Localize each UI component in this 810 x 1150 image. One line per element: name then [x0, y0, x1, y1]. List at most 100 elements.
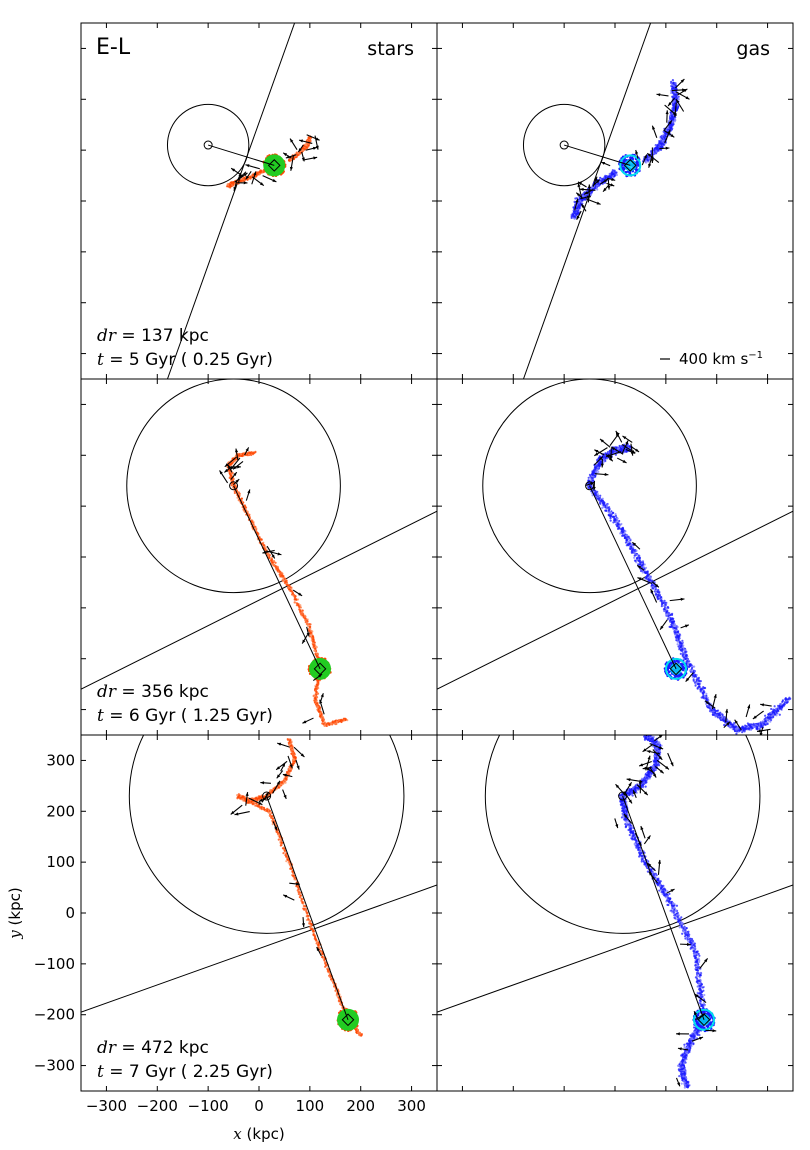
particle: [716, 709, 720, 712]
dr-annotation: dr = 356 kpc: [97, 682, 209, 702]
particle: [574, 197, 577, 200]
particle: [317, 687, 320, 690]
particle: [614, 453, 617, 456]
particle: [293, 598, 296, 601]
particle: [660, 603, 664, 606]
particle: [684, 651, 687, 654]
panel-content: [522, 23, 690, 379]
velocity-arrowhead: [670, 133, 675, 138]
velocity-arrowhead: [635, 150, 639, 154]
velocity-arrowhead: [672, 111, 677, 116]
particle: [641, 571, 644, 574]
particle: [700, 688, 703, 691]
particle: [262, 541, 265, 544]
particle: [667, 614, 670, 617]
velocity-arrowhead: [584, 191, 589, 195]
particle: [671, 117, 675, 121]
dr-prefix: dr =: [97, 326, 141, 346]
particle: [633, 549, 636, 552]
particle: [578, 199, 582, 202]
particle: [299, 606, 302, 609]
satellite-center-marker: [313, 662, 327, 676]
velocity-arrowhead: [611, 177, 616, 181]
particle: [571, 213, 574, 216]
particle: [595, 465, 598, 468]
particle: [276, 567, 280, 570]
velocity-arrowhead: [237, 465, 241, 469]
particle: [693, 665, 696, 668]
particle: [274, 561, 277, 564]
velocity-arrowhead: [579, 187, 584, 192]
particle: [590, 485, 593, 488]
velocity-arrowhead: [586, 195, 591, 199]
velocity-arrowhead: [604, 179, 608, 183]
particle: [670, 125, 673, 128]
host-center-marker: [229, 481, 239, 491]
velocity-arrowhead: [238, 172, 242, 177]
velocity-arrowhead: [245, 164, 250, 168]
orbit-line: [522, 23, 652, 379]
orbit-line: [166, 23, 296, 379]
particle: [666, 605, 670, 609]
host-virial-circle: [126, 379, 341, 594]
particle: [627, 543, 630, 546]
particle: [677, 640, 680, 643]
particle: [657, 591, 661, 594]
particle: [635, 561, 638, 564]
particle: [601, 177, 604, 180]
particle: [625, 534, 628, 537]
particle: [318, 712, 322, 715]
particle: [628, 542, 632, 545]
particle: [702, 696, 705, 699]
particle: [615, 173, 618, 177]
particle: [611, 511, 615, 515]
particle: [613, 174, 616, 177]
dr-value: 137 kpc: [141, 326, 209, 346]
star-particles: [226, 450, 349, 728]
particle: [611, 450, 614, 453]
particle: [629, 539, 632, 542]
particle: [314, 696, 317, 699]
velocity-arrowhead: [668, 120, 672, 125]
particle: [646, 570, 649, 573]
particle: [254, 528, 257, 531]
particle: [231, 182, 235, 185]
particle: [308, 635, 312, 638]
particle: [575, 207, 579, 210]
particle: [665, 601, 668, 604]
particle: [313, 701, 317, 704]
time-text: = 5 Gyr ( 0.25 Gyr): [104, 350, 273, 370]
velocity-arrowhead: [665, 110, 669, 115]
particle: [335, 720, 338, 724]
velocity-arrowhead: [245, 175, 250, 180]
time-annotation: t = 6 Gyr ( 1.25 Gyr): [97, 706, 273, 726]
velocity-arrowhead: [683, 88, 688, 93]
particle: [714, 709, 717, 713]
particle: [626, 540, 629, 543]
particle: [670, 116, 673, 119]
particle: [687, 663, 690, 667]
velocity-arrowhead: [610, 183, 615, 187]
particle: [278, 570, 281, 573]
particle: [676, 625, 679, 629]
particle: [646, 572, 649, 575]
satellite-center-marker: [623, 159, 637, 172]
velocity-arrowhead: [224, 463, 229, 467]
velocity-arrowhead: [594, 176, 598, 181]
particle: [311, 640, 314, 643]
particle: [703, 686, 707, 690]
particle: [344, 717, 347, 721]
particle: [666, 617, 670, 620]
velocity-arrowhead: [647, 153, 652, 157]
particle: [671, 78, 675, 82]
particle: [573, 215, 576, 218]
particle: [228, 472, 232, 476]
particle: [293, 601, 296, 604]
velocity-arrowhead: [665, 146, 670, 150]
particle: [314, 694, 317, 697]
velocity-arrowhead: [652, 125, 656, 130]
particle: [673, 93, 676, 96]
particle: [659, 599, 663, 602]
satellite-center-marker: [267, 159, 281, 172]
